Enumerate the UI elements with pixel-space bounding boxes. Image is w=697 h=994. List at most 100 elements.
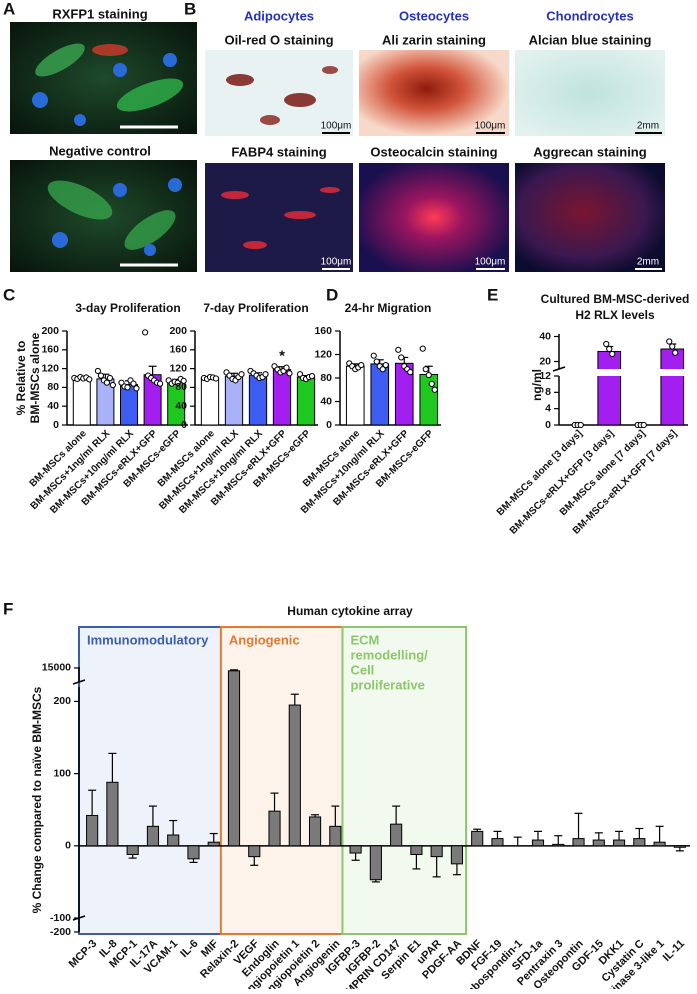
y-tick-label: 40 [539, 330, 551, 342]
y-tick-label: 12 [539, 370, 551, 382]
y-tick-label: 200 [169, 325, 187, 337]
chart-title: Cultured BM-MSC-derived [541, 292, 690, 306]
region-box [78, 626, 224, 935]
x-tick-label: IL-6 [178, 938, 200, 960]
data-point [370, 352, 377, 359]
micrograph [515, 50, 665, 136]
data-point [157, 380, 164, 387]
bar [597, 351, 622, 426]
data-point [308, 373, 316, 380]
data-point [395, 346, 402, 353]
axis-break [552, 366, 566, 372]
bar [272, 369, 292, 426]
chart-title: H2 RLX levels [575, 308, 655, 322]
data-point [180, 377, 187, 384]
y-tick-label: 40 [175, 400, 187, 412]
data-point [106, 374, 114, 382]
bar [72, 377, 91, 426]
data-point [379, 366, 386, 373]
micrograph [359, 50, 509, 136]
y-tick-label: 4 [545, 402, 551, 414]
bar [592, 839, 605, 847]
bar [471, 830, 484, 847]
y-tick-label: 200 [53, 695, 71, 707]
y-tick-label: 160 [41, 344, 59, 356]
bar [106, 781, 119, 847]
y-tick-label: 80 [175, 381, 187, 393]
y-tick-label: 15000 [42, 662, 71, 674]
data-point [283, 364, 290, 371]
data-point [382, 361, 389, 369]
region-label: remodelling/ [350, 647, 428, 662]
column-header: Adipocytes [244, 8, 314, 23]
micrograph [10, 22, 197, 134]
data-point [422, 366, 429, 373]
y-tick-label: 0 [65, 840, 71, 852]
region-label: Angiogenic [229, 632, 300, 647]
data-point [133, 385, 140, 392]
data-point [603, 340, 610, 348]
data-point [262, 371, 269, 378]
axis-gap [561, 369, 688, 376]
y-tick-label: 160 [314, 325, 332, 337]
bar [673, 845, 686, 848]
y-tick-label: -200 [50, 926, 71, 938]
micrograph [359, 163, 509, 272]
image-caption: Alcian blue staining [529, 32, 652, 47]
y-tick-label: 0 [545, 419, 551, 431]
data-point [640, 421, 647, 429]
region-label: proliferative [350, 677, 424, 692]
image-caption: FABP4 staining [231, 144, 326, 159]
bar [430, 845, 443, 858]
significance: * [279, 348, 285, 365]
data-point [124, 384, 131, 391]
bar [296, 376, 316, 426]
region-label: Cell [350, 662, 374, 677]
data-point [428, 380, 435, 387]
data-point [431, 386, 438, 393]
scale-label: 2mm [637, 121, 659, 132]
scale-label: 2mm [637, 257, 659, 268]
data-point [358, 361, 365, 369]
data-point [130, 380, 137, 387]
data-point [286, 370, 293, 377]
y-tick-label: 0 [326, 419, 332, 431]
bar [308, 816, 322, 847]
bar [207, 841, 220, 847]
panel-label: B [184, 0, 196, 18]
scale-label: 100μm [321, 257, 352, 268]
data-point [373, 358, 380, 365]
y-tick-label: 120 [41, 362, 59, 374]
data-point [109, 381, 117, 389]
y-axis-label: ng/ml [530, 369, 544, 401]
bar [410, 845, 423, 855]
data-point [212, 375, 220, 382]
data-point [94, 367, 102, 375]
bar [390, 823, 403, 847]
bar [349, 845, 362, 854]
data-point [666, 338, 673, 345]
chart-title: 3-day Proliferation [75, 301, 180, 315]
bar [450, 845, 464, 865]
y-tick-label: 0 [53, 419, 59, 431]
y-tick-label: 80 [47, 381, 59, 393]
bar [146, 825, 160, 847]
data-point [407, 369, 414, 376]
x-tick-label: MCP-3 [67, 938, 100, 971]
data-point [97, 372, 105, 379]
micrograph [205, 163, 353, 272]
panel-label: F [3, 599, 13, 618]
y-tick-label: 40 [47, 400, 59, 412]
y-tick-label: 20 [539, 355, 551, 367]
y-tick-label: 120 [314, 348, 332, 360]
scale-label: 100μm [475, 257, 506, 268]
chart-title: 7-day Proliferation [203, 301, 308, 315]
y-tick-label: -100 [50, 912, 71, 924]
region-box [219, 626, 346, 935]
x-tick-label: IL-11 [661, 938, 687, 964]
y-tick-label: 80 [320, 372, 332, 384]
y-tick-label: 200 [41, 325, 59, 337]
region-box [341, 626, 468, 935]
y-axis-label: % Change compared to naïve BM-MSCs [30, 686, 44, 913]
